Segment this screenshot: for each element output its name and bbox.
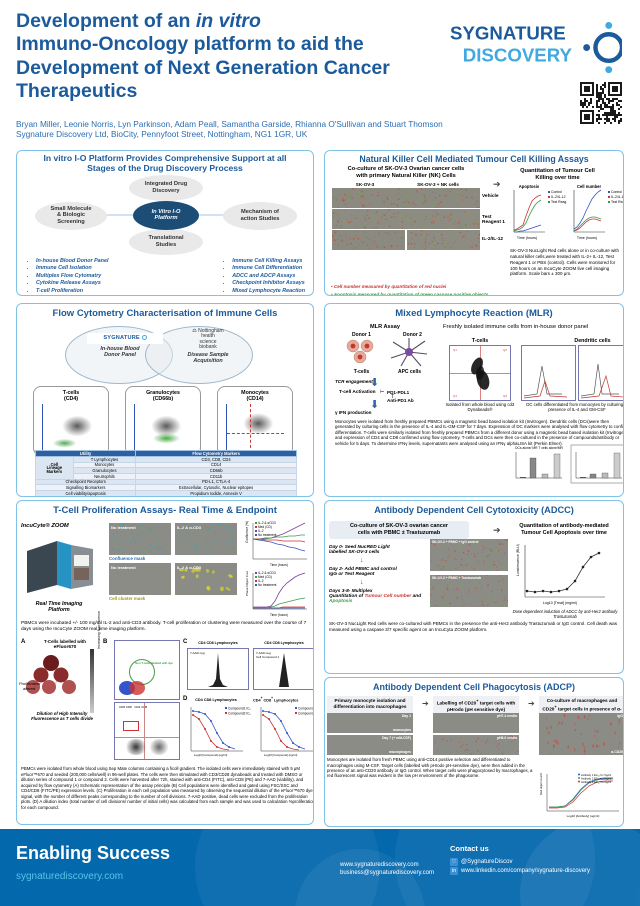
svg-text:Log10 [Compound] (ug/ml): Log10 [Compound] (ug/ml) (194, 753, 227, 757)
svg-text:Confluence (%): Confluence (%) (245, 521, 249, 543)
svg-text:Log10 [Antibody] (ug/ml): Log10 [Antibody] (ug/ml) (567, 814, 600, 818)
svg-text:Antibody 1 EC₅₀=1.7ng/ml: Antibody 1 EC₅₀=1.7ng/ml (581, 773, 612, 777)
svg-text:Compound2 IC₅₀=12.6μM: Compound2 IC₅₀=12.6μM (228, 711, 251, 715)
svg-text:DISCOVERY: DISCOVERY (463, 44, 573, 65)
svg-text:Apoptosis: Apoptosis (519, 184, 540, 189)
svg-text:No treatment: No treatment (258, 533, 277, 537)
svg-text:Time (hours): Time (hours) (577, 236, 597, 240)
svg-text:Time (hours): Time (hours) (270, 613, 288, 617)
svg-text:Cell number: Cell number (577, 184, 602, 189)
svg-text:Control: Control (551, 190, 562, 194)
svg-text:No treatment: No treatment (258, 583, 277, 587)
svg-text:Time (hours): Time (hours) (517, 236, 537, 240)
svg-text:Test Reag.1: Test Reag.1 (611, 200, 624, 204)
svg-text:Antibody 3 EC₅₀=5.2ng/ml: Antibody 3 EC₅₀=5.2ng/ml (581, 780, 612, 784)
svg-text:Log10 [Treat] (mg/ml): Log10 [Treat] (mg/ml) (543, 601, 577, 605)
svg-text:IL-2/IL-12: IL-2/IL-12 (551, 195, 566, 199)
svg-text:Phase Object Count Mean: Phase Object Count Mean (245, 571, 249, 596)
svg-text:Log10 [Compound] (ug/ml): Log10 [Compound] (ug/ml) (264, 753, 297, 757)
svg-text:Compound1 IC₅₀=30.4μM: Compound1 IC₅₀=30.4μM (228, 706, 251, 710)
svg-text:Time (hours): Time (hours) (270, 563, 288, 567)
svg-text:IL-2/IL-12: IL-2/IL-12 (611, 195, 624, 199)
svg-text:DCs alone/ MR T cells alone/MR: DCs alone/ MR T cells alone/MR (515, 446, 563, 450)
svg-text:Control: Control (611, 190, 622, 194)
svg-text:SYGNATURE: SYGNATURE (450, 23, 566, 44)
svg-text:Red object count/well: Red object count/well (539, 773, 543, 795)
svg-text:Luminescence (RLU): Luminescence (RLU) (516, 544, 520, 576)
svg-text:Compound1 IC₅₀=30.4μM: Compound1 IC₅₀=30.4μM (298, 706, 314, 710)
svg-text:Antibody 2 EC₅₀=1.9ng/ml: Antibody 2 EC₅₀=1.9ng/ml (581, 777, 612, 781)
svg-text:Compound2 IC₅₀=12.6μM: Compound2 IC₅₀=12.6μM (298, 711, 314, 715)
svg-text:Test Reag.1: Test Reag.1 (551, 200, 567, 204)
